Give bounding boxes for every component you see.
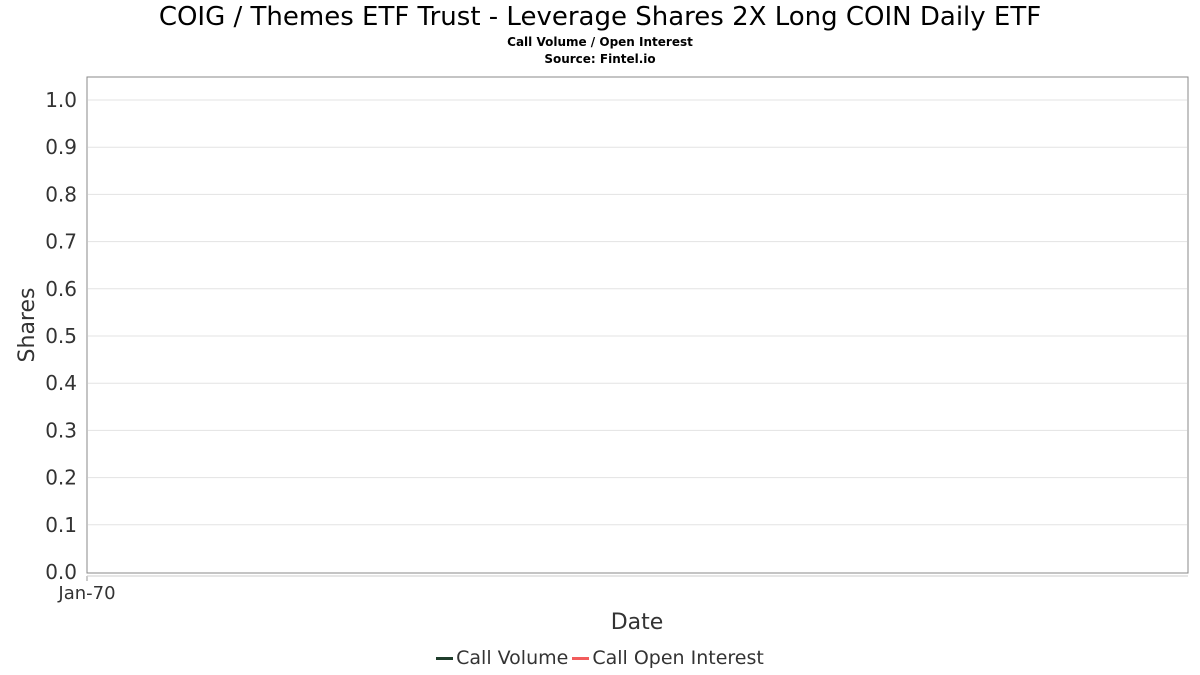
y-tick-label: 0.9 [45,135,77,159]
y-axis-label: Shares [15,288,40,363]
legend-item-call-open-interest: Call Open Interest [572,647,764,669]
legend-swatch-call-volume [436,656,454,660]
y-tick-label: 0.3 [45,418,77,442]
legend-item-call-volume: Call Volume [436,647,568,669]
chart-subtitle: Call Volume / Open Interest [507,35,693,49]
y-tick-label: 0.2 [45,466,77,490]
y-tick-label: 0.8 [45,182,77,206]
chart-title: COIG / Themes ETF Trust - Leverage Share… [158,2,1042,32]
y-tick-label: 0.1 [45,513,77,537]
y-tick-label: 0.6 [45,277,77,301]
legend-swatch-call-open-interest [572,656,590,660]
y-axis-ticks: 0.0 0.1 0.2 0.3 0.4 0.5 0.6 0.7 0.8 0.9 1.0 [45,88,77,584]
legend-label-call-volume: Call Volume [456,647,569,669]
y-tick-label: 1.0 [45,88,77,112]
y-tick-label: 0.5 [45,324,77,348]
plot-area [86,76,1189,574]
x-axis-label: Date [611,610,664,635]
x-tick-label: Jan-70 [57,583,115,604]
grid-lines [88,99,1187,526]
chart-source: Source: Fintel.io [544,52,656,66]
x-axis-ticks: Jan-70 [57,576,116,604]
y-tick-label: 0.7 [45,230,77,254]
legend: Call Volume Call Open Interest [0,647,1200,669]
y-tick-label: 0.0 [45,560,77,584]
y-tick-label: 0.4 [45,371,77,395]
legend-label-call-open-interest: Call Open Interest [592,647,764,669]
